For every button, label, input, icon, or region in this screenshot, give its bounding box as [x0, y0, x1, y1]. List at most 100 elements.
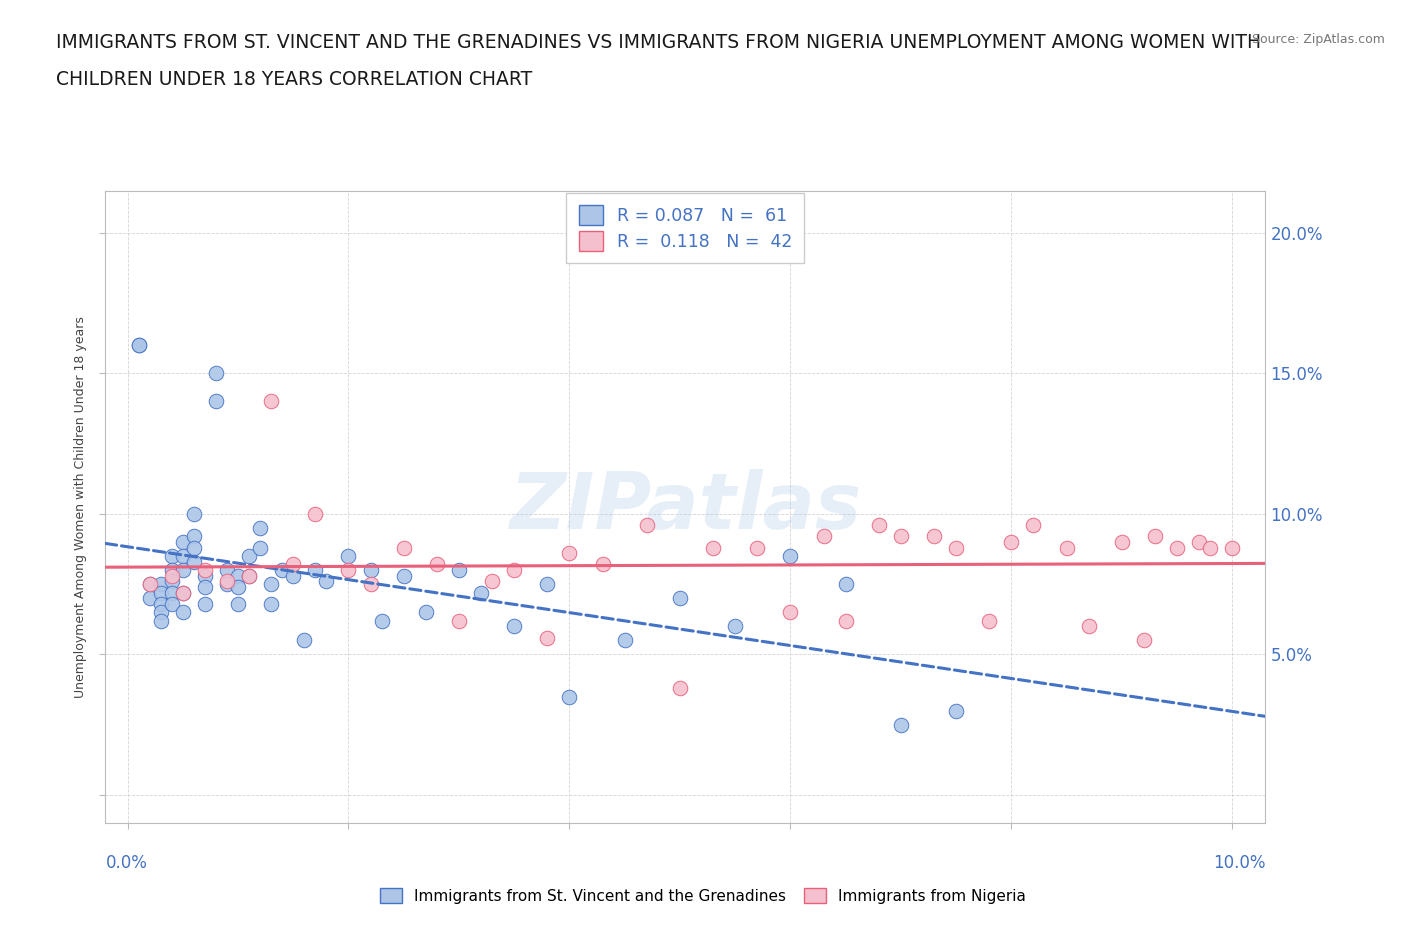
Point [128, 338, 150, 352]
Point [636, 518, 658, 533]
Point [945, 540, 967, 555]
Point [194, 596, 217, 611]
Point [194, 568, 217, 583]
Point [536, 631, 558, 645]
Point [172, 585, 194, 600]
Point [215, 574, 238, 589]
Point [1077, 618, 1099, 633]
Point [558, 546, 581, 561]
Point [271, 563, 294, 578]
Point [747, 540, 769, 555]
Point [834, 577, 856, 591]
Point [669, 591, 692, 605]
Legend: R = 0.087   N =  61, R =  0.118   N =  42: R = 0.087 N = 61, R = 0.118 N = 42 [567, 193, 804, 263]
Text: IMMIGRANTS FROM ST. VINCENT AND THE GRENADINES VS IMMIGRANTS FROM NIGERIA UNEMPL: IMMIGRANTS FROM ST. VINCENT AND THE GREN… [56, 33, 1261, 51]
Point [194, 563, 217, 578]
Point [238, 568, 260, 583]
Point [172, 585, 194, 600]
Point [304, 507, 326, 522]
Point [890, 717, 912, 732]
Point [702, 540, 724, 555]
Point [160, 585, 183, 600]
Point [1188, 535, 1211, 550]
Point [1133, 633, 1156, 648]
Point [249, 521, 271, 536]
Point [183, 554, 205, 569]
Point [226, 596, 249, 611]
Point [415, 604, 437, 619]
Point [1220, 540, 1243, 555]
Point [558, 689, 581, 704]
Point [834, 613, 856, 628]
Point [1022, 518, 1045, 533]
Point [1166, 540, 1188, 555]
Point [160, 574, 183, 589]
Point [128, 338, 150, 352]
Point [779, 549, 801, 564]
Point [172, 535, 194, 550]
Point [149, 613, 172, 628]
Point [160, 563, 183, 578]
Point [238, 549, 260, 564]
Point [922, 529, 945, 544]
Point [360, 577, 382, 591]
Point [226, 568, 249, 583]
Point [205, 365, 228, 380]
Point [481, 574, 503, 589]
Point [249, 540, 271, 555]
Point [160, 568, 183, 583]
Point [149, 577, 172, 591]
Point [183, 540, 205, 555]
Point [138, 577, 160, 591]
Point [205, 394, 228, 409]
Point [979, 613, 1001, 628]
Point [138, 577, 160, 591]
Point [360, 563, 382, 578]
Point [447, 563, 470, 578]
Point [503, 563, 526, 578]
Point [260, 394, 283, 409]
Point [160, 549, 183, 564]
Point [370, 613, 392, 628]
Point [172, 563, 194, 578]
Point [868, 518, 890, 533]
Point [260, 596, 283, 611]
Point [260, 577, 283, 591]
Text: 10.0%: 10.0% [1213, 854, 1265, 872]
Point [392, 540, 415, 555]
Point [226, 579, 249, 594]
Y-axis label: Unemployment Among Women with Children Under 18 years: Unemployment Among Women with Children U… [73, 316, 87, 698]
Point [183, 529, 205, 544]
Point [337, 549, 360, 564]
Point [669, 681, 692, 696]
Point [160, 596, 183, 611]
Point [292, 633, 315, 648]
Point [172, 549, 194, 564]
Point [447, 613, 470, 628]
Point [1111, 535, 1133, 550]
Point [1143, 529, 1166, 544]
Text: ZIPatlas: ZIPatlas [509, 469, 862, 545]
Point [1056, 540, 1078, 555]
Legend: Immigrants from St. Vincent and the Grenadines, Immigrants from Nigeria: Immigrants from St. Vincent and the Gren… [373, 880, 1033, 911]
Point [503, 618, 526, 633]
Point [945, 703, 967, 718]
Point [149, 596, 172, 611]
Point [183, 507, 205, 522]
Text: 0.0%: 0.0% [105, 854, 148, 872]
Point [392, 568, 415, 583]
Point [536, 577, 558, 591]
Point [426, 557, 449, 572]
Point [1000, 535, 1022, 550]
Point [238, 568, 260, 583]
Point [779, 604, 801, 619]
Point [304, 563, 326, 578]
Point [470, 585, 492, 600]
Point [315, 574, 337, 589]
Point [283, 557, 305, 572]
Point [149, 585, 172, 600]
Point [813, 529, 835, 544]
Point [890, 529, 912, 544]
Text: CHILDREN UNDER 18 YEARS CORRELATION CHART: CHILDREN UNDER 18 YEARS CORRELATION CHAR… [56, 70, 533, 88]
Point [592, 557, 614, 572]
